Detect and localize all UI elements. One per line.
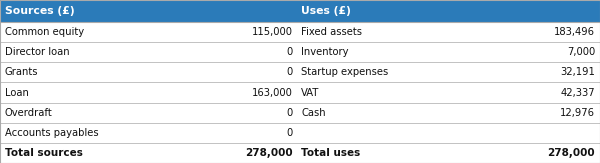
- Text: 42,337: 42,337: [560, 88, 595, 97]
- Text: Uses (£): Uses (£): [301, 6, 351, 16]
- Text: Total uses: Total uses: [301, 148, 361, 158]
- Text: 183,496: 183,496: [554, 27, 595, 37]
- Text: Fixed assets: Fixed assets: [301, 27, 362, 37]
- Text: Sources (£): Sources (£): [5, 6, 74, 16]
- FancyBboxPatch shape: [0, 0, 600, 22]
- Text: 12,976: 12,976: [560, 108, 595, 118]
- Text: 278,000: 278,000: [245, 148, 293, 158]
- Text: 0: 0: [287, 67, 293, 77]
- Text: 32,191: 32,191: [560, 67, 595, 77]
- Text: Cash: Cash: [301, 108, 326, 118]
- Text: Overdraft: Overdraft: [5, 108, 53, 118]
- Text: Total sources: Total sources: [5, 148, 83, 158]
- Text: 163,000: 163,000: [252, 88, 293, 97]
- Text: 7,000: 7,000: [567, 47, 595, 57]
- Text: 115,000: 115,000: [252, 27, 293, 37]
- Text: Accounts payables: Accounts payables: [5, 128, 98, 138]
- Text: Grants: Grants: [5, 67, 38, 77]
- Text: VAT: VAT: [301, 88, 320, 97]
- Text: Director loan: Director loan: [5, 47, 70, 57]
- Text: Inventory: Inventory: [301, 47, 349, 57]
- Text: Loan: Loan: [5, 88, 29, 97]
- Text: 0: 0: [287, 128, 293, 138]
- Text: Startup expenses: Startup expenses: [301, 67, 388, 77]
- Text: 0: 0: [287, 47, 293, 57]
- Text: 0: 0: [287, 108, 293, 118]
- Text: Common equity: Common equity: [5, 27, 84, 37]
- Text: 278,000: 278,000: [548, 148, 595, 158]
